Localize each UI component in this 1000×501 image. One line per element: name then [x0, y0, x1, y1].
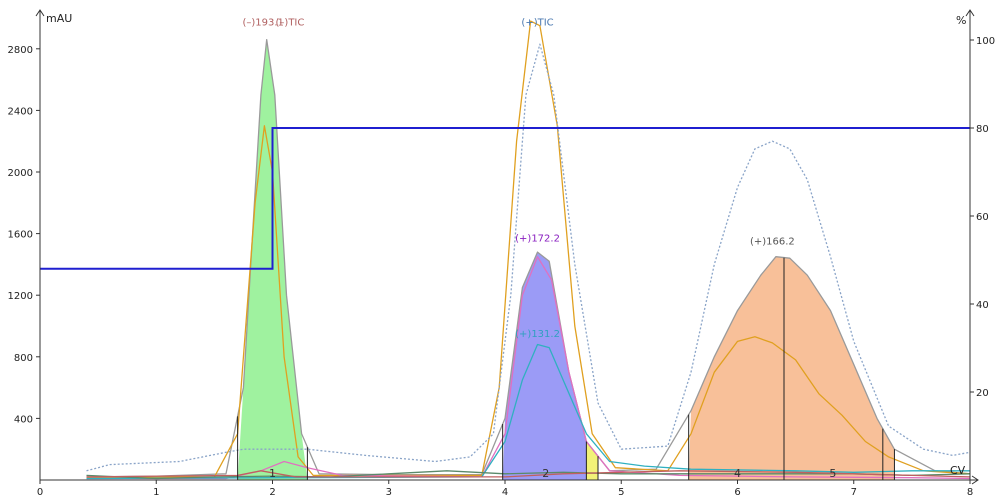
fraction-fills: [237, 39, 895, 480]
y-right-tick-label-2: 60: [976, 212, 989, 223]
y-left-tick-label-3: 1600: [8, 230, 33, 241]
y-left-tick-label-1: 800: [14, 353, 33, 364]
x-tick-label-8: 8: [967, 487, 973, 498]
peak-label-6: (+)166.2: [750, 236, 795, 247]
x-axis-arrow-icon: [971, 475, 979, 485]
peak-label-1: (–)193.1: [242, 18, 283, 29]
y-left-tick-label-2: 1200: [8, 291, 33, 302]
y-left-tick-label-5: 2400: [8, 106, 33, 117]
fraction-number-2: 2: [542, 467, 549, 480]
x-axis-label: CV: [950, 464, 966, 477]
x-tick-label-4: 4: [502, 487, 508, 498]
peak-label-2: (–)TIC: [276, 18, 305, 29]
peak-label-4: (+)172.2: [515, 233, 560, 244]
y-right-unit-label: %: [956, 14, 966, 27]
peak-label-5: (+)131.2: [515, 329, 560, 340]
peak-labels: (–)193.1(–)TIC (+)TIC (+)172.2 (+)131.2 (+)1…: [242, 18, 794, 340]
gradient-line: [40, 127, 970, 270]
y-left-tick-label-0: 400: [14, 414, 33, 425]
y-right-tick-label-0: 20: [976, 388, 989, 399]
fraction-number-4: 5: [829, 467, 836, 480]
series-line-3: [86, 43, 971, 472]
x-tick-label-6: 6: [734, 487, 740, 498]
series-line-4: [86, 256, 971, 480]
y-left-tick-label-4: 2000: [8, 168, 33, 179]
axis-ticks: 0 1 2 3 4 5 6 7 8 400 800 1200 1600 2000 2400 2800 20 40 6…: [8, 36, 996, 498]
fraction-fill-3: [586, 441, 598, 480]
y-left-axis-arrow-icon: [35, 9, 45, 17]
series-line-7: [86, 470, 971, 478]
y-left-tick-label-6: 2800: [8, 45, 33, 56]
peak-label-3: (+)TIC: [521, 18, 553, 29]
y-right-tick-label-4: 100: [976, 36, 995, 47]
gradient-step-line: [40, 127, 970, 270]
series-line-5: [86, 343, 970, 480]
fraction-number-3: 4: [734, 467, 741, 480]
x-tick-label-2: 2: [269, 487, 275, 498]
y-right-axis-arrow-icon: [965, 9, 975, 17]
x-tick-label-7: 7: [851, 487, 857, 498]
y-left-unit-label: mAU: [46, 12, 72, 25]
axes: mAU % CV: [35, 9, 979, 485]
x-tick-label-3: 3: [386, 487, 392, 498]
x-tick-label-5: 5: [618, 487, 624, 498]
fraction-fill-4: [688, 256, 895, 480]
x-tick-label-0: 0: [37, 487, 43, 498]
fraction-markers: 1 2 4 5: [237, 257, 895, 480]
fraction-fill-2: [502, 252, 587, 480]
x-tick-label-1: 1: [153, 487, 159, 498]
y-right-tick-label-1: 40: [976, 300, 989, 311]
y-right-tick-label-3: 80: [976, 124, 989, 135]
fraction-number-1: 1: [269, 467, 276, 480]
